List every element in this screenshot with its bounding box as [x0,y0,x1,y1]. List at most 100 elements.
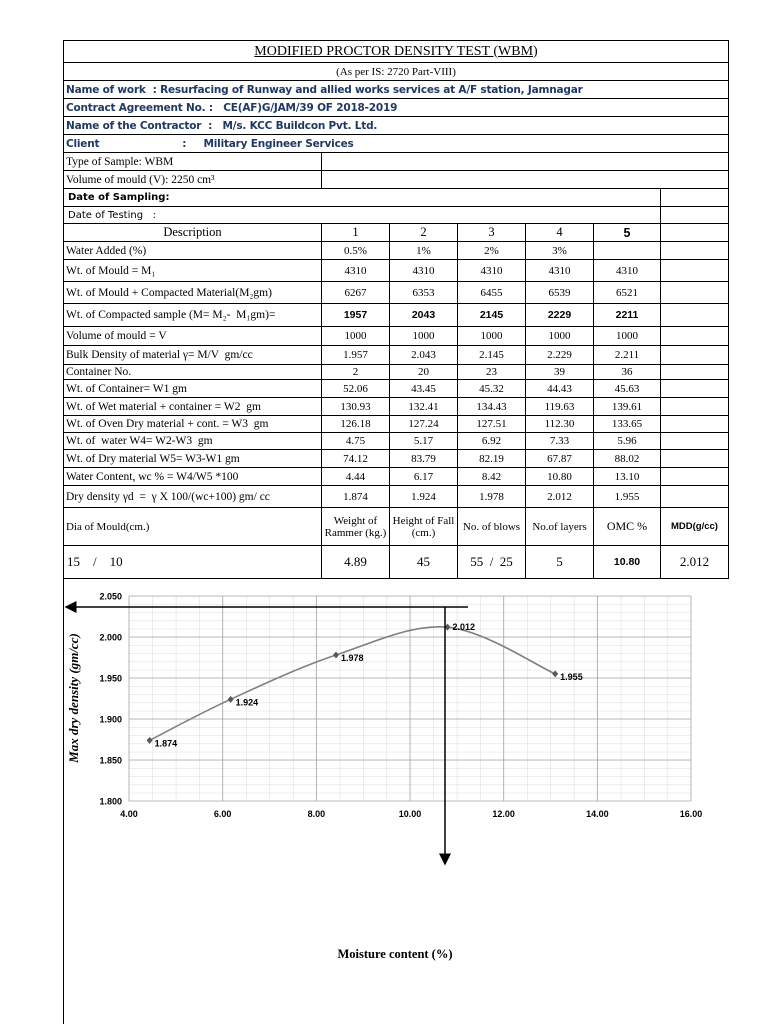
value-cell: 52.06 [321,379,390,398]
column-header: No.of layers [525,507,594,546]
empty-cell [660,485,729,508]
value-cell: 2.043 [389,345,458,365]
value-cell: 2% [457,241,526,260]
value-cell: 1.924 [389,485,458,508]
value-cell: 1000 [389,326,458,346]
y-tick-label: 2.000 [99,633,122,643]
value-cell: 15 / 10 [63,545,322,579]
value-cell: 6.17 [389,467,458,486]
sample-info: Volume of mould (V): 2250 cm³ [63,170,322,189]
empty-cell [660,206,729,224]
value-cell: 8.42 [457,467,526,486]
value-cell: 1000 [457,326,526,346]
value-cell: 6539 [525,281,594,304]
value-cell: 4310 [593,259,661,282]
value-cell: 4.44 [321,467,390,486]
subtitle: (As per IS: 2720 Part-VIII) [63,62,729,81]
empty-cell [660,241,729,260]
x-tick-label: 6.00 [214,809,232,819]
sample-info: Type of Sample: WBM [63,152,322,171]
row-label: Wt. of Mould + Compacted Material(M₂gm) [63,281,322,304]
value-cell: 3% [525,241,594,260]
data-label: 1.924 [236,697,259,707]
empty-cell [593,241,661,260]
value-cell: 1.978 [457,485,526,508]
data-label: 1.978 [341,653,364,663]
data-label: 1.955 [560,672,583,682]
column-header: Height of Fall (cm.) [389,507,458,546]
value-cell: 6267 [321,281,390,304]
value-cell: 2.012 [660,545,729,579]
value-cell: 5 [525,545,594,579]
empty-cell [660,449,729,468]
title: MODIFIED PROCTOR DENSITY TEST (WBM) [63,40,729,63]
y-tick-label: 1.800 [99,797,122,807]
x-tick-label: 16.00 [680,809,703,819]
empty-cell [660,379,729,398]
empty-cell [660,223,729,242]
x-tick-label: 12.00 [492,809,515,819]
empty-cell [660,364,729,380]
x-tick-label: 8.00 [308,809,326,819]
empty-cell [660,432,729,450]
value-cell: 44.43 [525,379,594,398]
value-cell: 6.92 [457,432,526,450]
value-cell: 67.87 [525,449,594,468]
y-tick-label: 2.050 [99,592,122,602]
value-cell: 88.02 [593,449,661,468]
empty-cell [660,345,729,365]
data-point [146,736,153,744]
value-cell: 82.19 [457,449,526,468]
value-cell: 2211 [593,303,661,327]
chart: 1.800 1.850 1.900 1.950 2.000 2.050 4.00 6.00 8.… [63,578,703,1024]
info-line: Contract Agreement No. : CE(AF)G/JAM/39 … [63,98,729,117]
row-label: Wt. of Wet material + container = W2 gm [63,397,322,416]
info-line: Name of the Contractor : M/s. KCC Buildc… [63,116,729,135]
value-cell: 4.89 [321,545,390,579]
value-cell: 74.12 [321,449,390,468]
value-cell: 55 / 25 [457,545,526,579]
value-cell: 126.18 [321,415,390,433]
column-header: Description [63,223,322,242]
row-label: Wt. of Container= W1 gm [63,379,322,398]
value-cell: 1000 [525,326,594,346]
column-header: 2 [389,223,458,242]
value-cell: 1.874 [321,485,390,508]
y-tick-label: 1.900 [99,715,122,725]
value-cell: 2.145 [457,345,526,365]
row-label: Wt. of Oven Dry material + cont. = W3 gm [63,415,322,433]
value-cell: 13.10 [593,467,661,486]
value-cell: 6521 [593,281,661,304]
value-cell: 112.30 [525,415,594,433]
value-cell: 1.957 [321,345,390,365]
row-label: Water Added (%) [63,241,322,260]
empty-cell [660,326,729,346]
data-label: 1.874 [155,738,178,748]
empty-cell [660,397,729,416]
row-label: Dry density γd = γ X 100/(wc+100) gm/ cc [63,485,322,508]
row-label: Wt. of Dry material W5= W3-W1 gm [63,449,322,468]
row-label: Container No. [63,364,322,380]
value-cell: 1.955 [593,485,661,508]
data-point [333,651,340,659]
empty-cell [660,467,729,486]
value-cell: 133.65 [593,415,661,433]
y-axis-title: Max dry density (gm/cc) [66,633,81,764]
value-cell: 2.211 [593,345,661,365]
value-cell: 1000 [593,326,661,346]
data-point [227,695,234,703]
column-header: 5 [593,223,661,242]
value-cell: 45.32 [457,379,526,398]
value-cell: 2229 [525,303,594,327]
value-cell: 130.93 [321,397,390,416]
column-header: Weight of Rammer (kg.) [321,507,390,546]
value-cell: 5.96 [593,432,661,450]
column-header: OMC % [593,507,661,546]
x-tick-label: 10.00 [399,809,422,819]
value-cell: 119.63 [525,397,594,416]
value-cell: 4310 [321,259,390,282]
empty-cell [660,303,729,327]
empty-cell [660,415,729,433]
x-tick-label: 4.00 [120,809,138,819]
value-cell: 6455 [457,281,526,304]
